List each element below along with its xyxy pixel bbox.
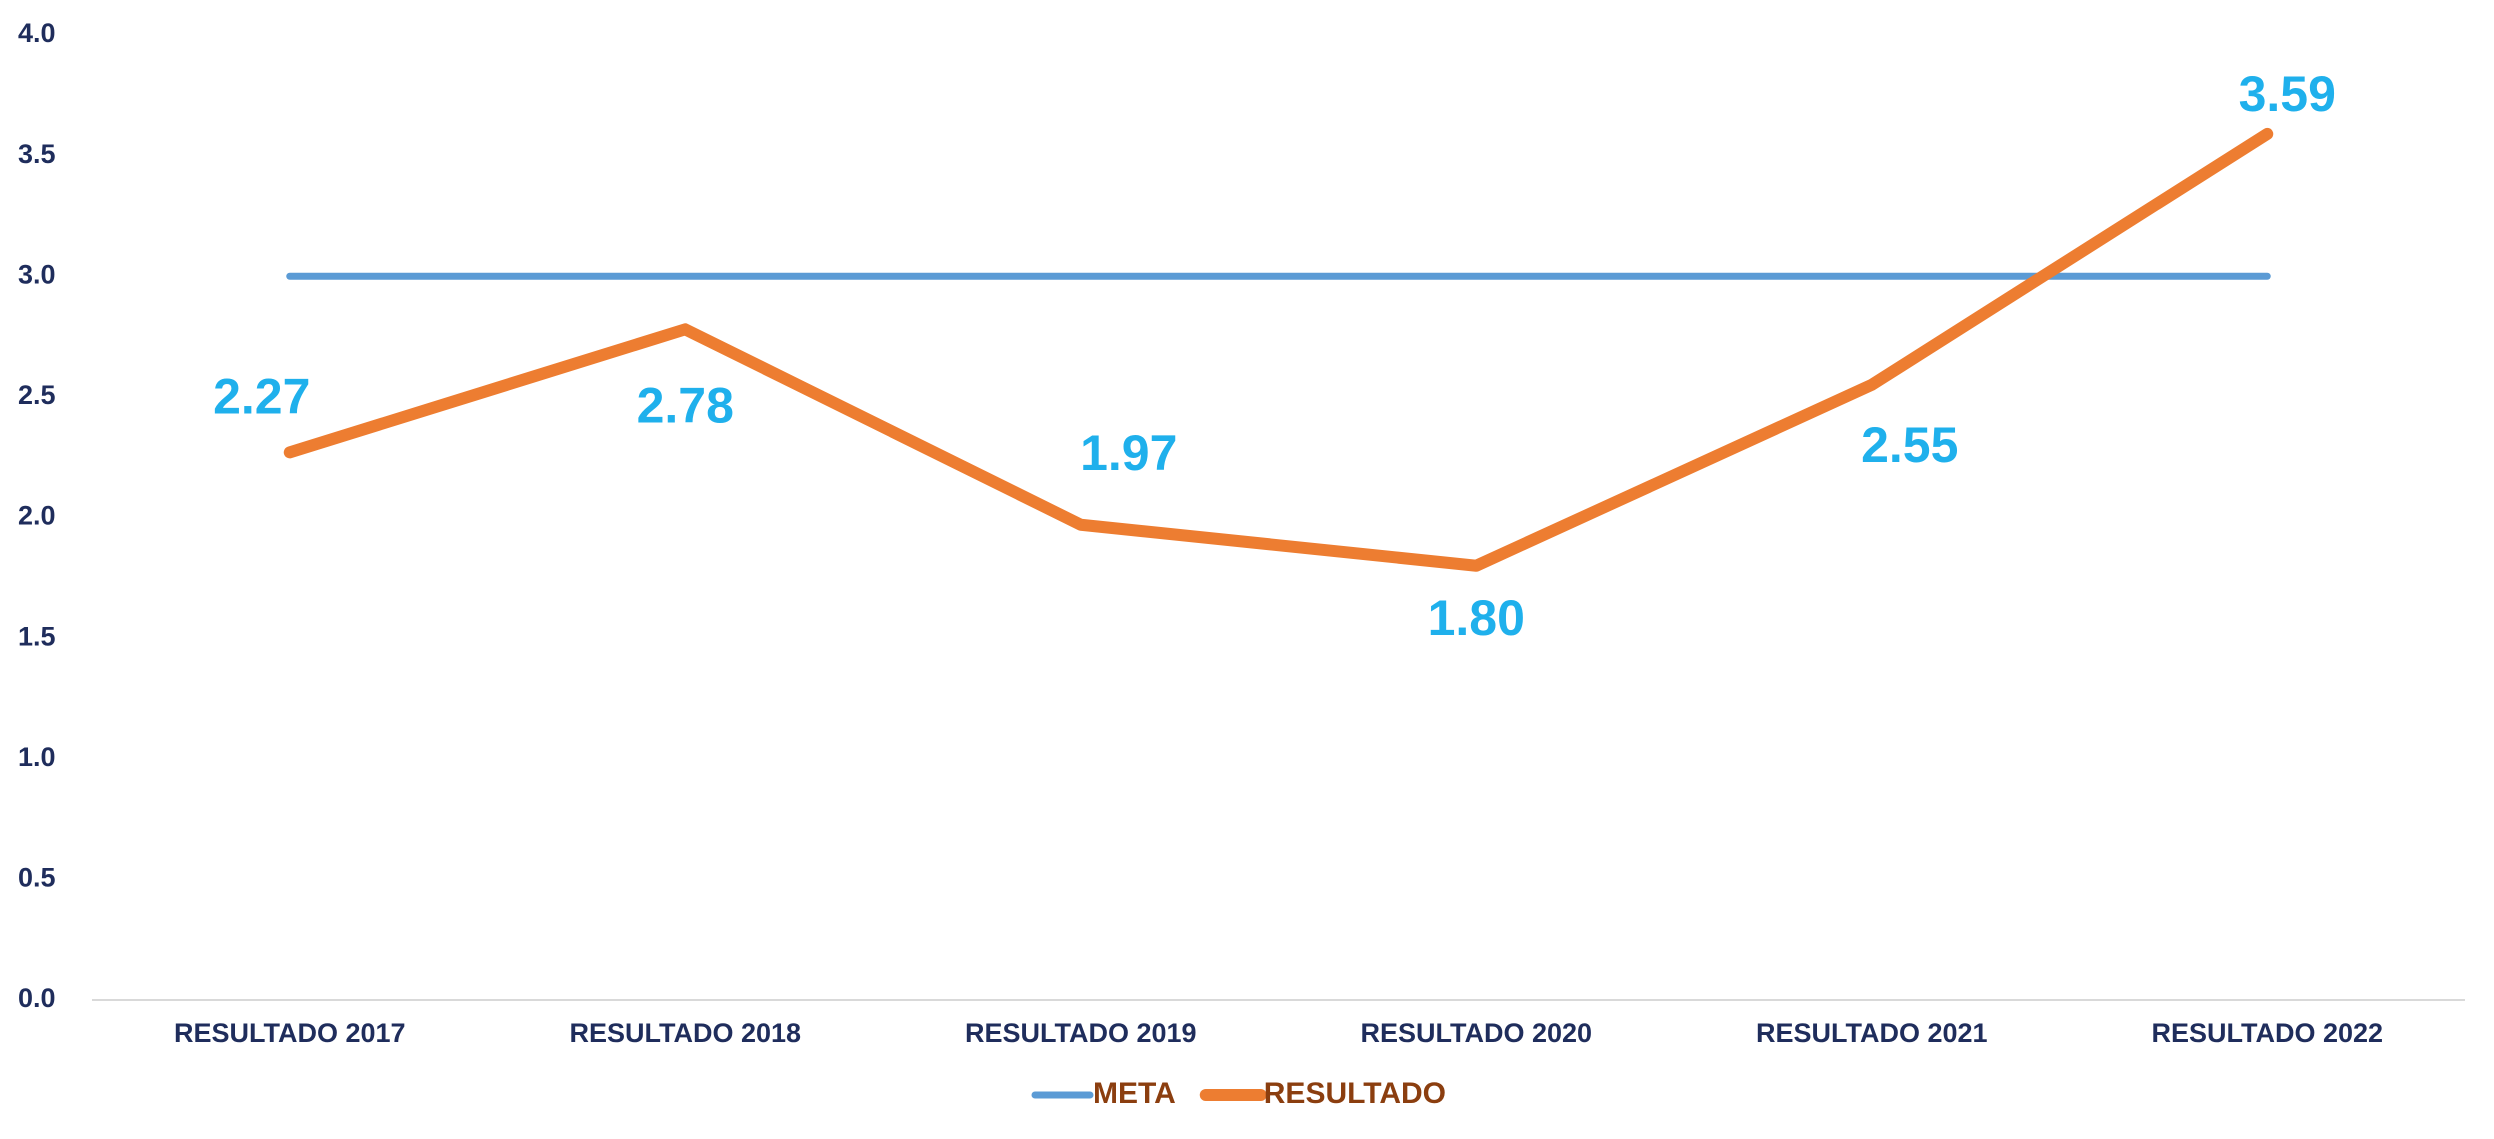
line-series — [283, 127, 2274, 572]
data-label: 1.80 — [1428, 590, 1525, 646]
data-label: 2.27 — [213, 369, 310, 425]
y-tick-label: 0.0 — [18, 983, 56, 1013]
y-tick-label: 2.0 — [18, 501, 56, 531]
x-tick-label: RESULTADO 2018 — [569, 1018, 801, 1048]
data-label: 2.78 — [637, 378, 734, 434]
x-tick-label: RESULTADO 2020 — [1360, 1018, 1592, 1048]
y-tick-label: 2.5 — [18, 380, 56, 410]
legend-label: META — [1093, 1077, 1176, 1110]
data-label: 2.55 — [1861, 417, 1958, 473]
x-tick-label: RESULTADO 2021 — [1756, 1018, 1988, 1048]
y-tick-label: 3.5 — [18, 139, 56, 169]
y-tick-label: 4.0 — [18, 18, 56, 48]
legend-label: RESULTADO — [1264, 1077, 1446, 1110]
x-tick-label: RESULTADO 2022 — [2151, 1018, 2383, 1048]
data-label: 1.97 — [1080, 425, 1177, 481]
x-tick-label: RESULTADO 2017 — [174, 1018, 406, 1048]
y-tick-label: 3.0 — [18, 259, 56, 289]
y-tick-label: 0.5 — [18, 863, 56, 893]
data-label: 3.59 — [2239, 66, 2336, 122]
y-tick-label: 1.5 — [18, 621, 56, 651]
x-tick-label: RESULTADO 2019 — [965, 1018, 1197, 1048]
y-tick-label: 1.0 — [18, 742, 56, 772]
